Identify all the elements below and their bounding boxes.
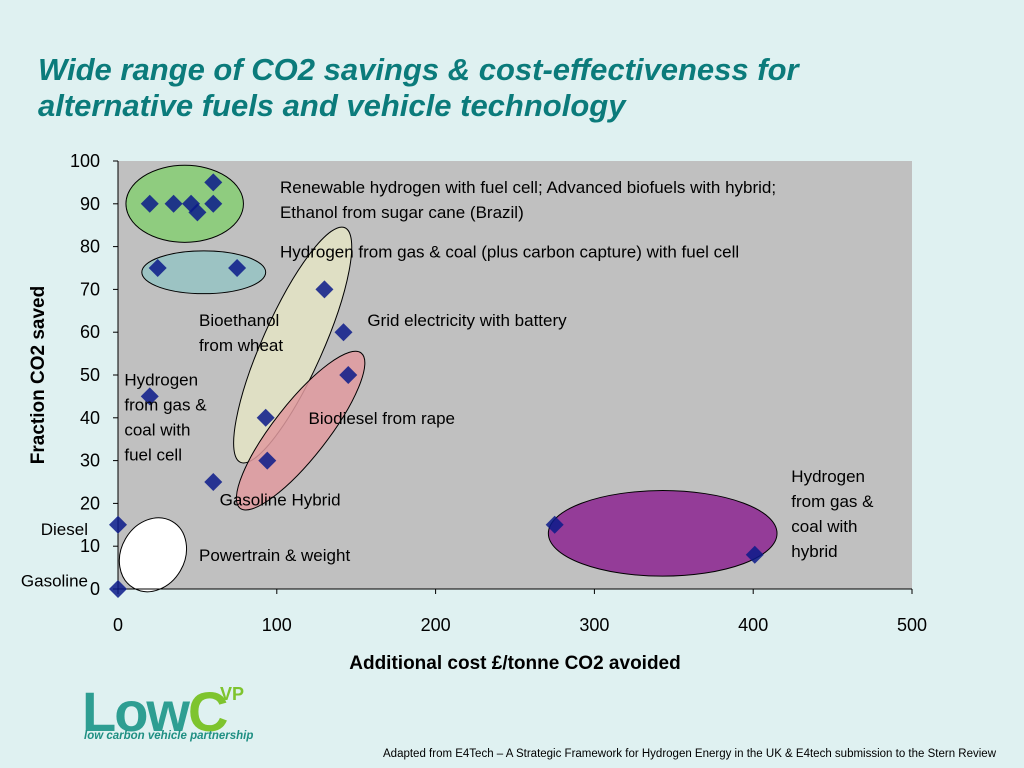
- side-label-diesel: Diesel: [41, 520, 88, 539]
- annotation-9-line-2: from gas &: [791, 492, 874, 511]
- annotation-5-line-4: fuel cell: [124, 446, 182, 465]
- x-tick-label-400: 400: [738, 615, 768, 635]
- logo-wordmark: LowC: [82, 680, 228, 743]
- group-ellipse-4: [235, 350, 366, 511]
- y-tick-label-50: 50: [80, 365, 100, 385]
- y-tick-label-100: 100: [70, 151, 100, 171]
- annotation-4-line-2: from wheat: [199, 336, 283, 355]
- logo-tagline: low carbon vehicle partnership: [84, 730, 254, 742]
- y-tick-label-10: 10: [80, 536, 100, 556]
- annotation-9-line-1: Hydrogen: [791, 467, 865, 486]
- data-point-8: [188, 203, 207, 222]
- annotation-6-line-1: Biodiesel from rape: [309, 409, 455, 428]
- annotation-9-line-3: coal with: [791, 517, 857, 536]
- y-tick-label-20: 20: [80, 493, 100, 513]
- y-tick-label-80: 80: [80, 237, 100, 257]
- data-point-10: [204, 173, 223, 192]
- data-point-17: [258, 451, 277, 470]
- title-line-2: alternative fuels and vehicle technology: [38, 88, 626, 123]
- side-label-gasoline: Gasoline: [21, 571, 88, 590]
- slide-title: Wide range of CO2 savings & cost-effecti…: [38, 52, 998, 124]
- x-tick-label-300: 300: [579, 615, 609, 635]
- annotation-2-line-1: Hydrogen from gas & coal (plus carbon ca…: [280, 242, 739, 261]
- data-point-1: [109, 580, 127, 598]
- data-point-5: [140, 194, 159, 213]
- y-tick-label-40: 40: [80, 408, 100, 428]
- annotation-1-line-2: Ethanol from sugar cane (Brazil): [280, 203, 524, 222]
- annotation-1-line-1: Renewable hydrogen with fuel cell; Advan…: [280, 178, 776, 197]
- x-tick-label-100: 100: [262, 615, 292, 635]
- data-point-3: [140, 387, 159, 406]
- annotation-5-line-1: Hydrogen: [124, 371, 198, 390]
- x-tick-label-500: 500: [897, 615, 927, 635]
- x-axis-title: Additional cost £/tonne CO2 avoided: [349, 653, 680, 674]
- y-tick-label-60: 60: [80, 322, 100, 342]
- data-point-14: [334, 323, 353, 342]
- lowcvp-logo: LowC VP low carbon vehicle partnership: [82, 682, 292, 746]
- data-point-12: [228, 259, 247, 277]
- annotation-7-line-1: Gasoline Hybrid: [220, 491, 341, 510]
- x-tick-label-200: 200: [421, 615, 451, 635]
- data-point-19: [745, 545, 764, 564]
- x-tick-label-0: 0: [113, 615, 123, 635]
- data-point-4: [204, 473, 223, 491]
- annotation-9-line-4: hybrid: [791, 542, 837, 561]
- annotation-4-line-1: Bioethanol: [199, 311, 279, 330]
- group-ellipse-6: [118, 517, 188, 593]
- data-point-15: [339, 366, 358, 384]
- y-tick-label-70: 70: [80, 279, 100, 299]
- data-point-2: [109, 515, 127, 534]
- y-tick-label-0: 0: [90, 579, 100, 599]
- y-tick-label-30: 30: [80, 451, 100, 471]
- title-line-1: Wide range of CO2 savings & cost-effecti…: [38, 52, 799, 87]
- annotation-5-line-2: from gas &: [124, 396, 207, 415]
- source-note: Adapted from E4Tech – A Strategic Framew…: [383, 748, 996, 760]
- annotation-5-line-3: coal with: [124, 421, 190, 440]
- logo-superscript: VP: [220, 684, 245, 704]
- data-point-16: [256, 408, 275, 427]
- annotation-8-line-1: Powertrain & weight: [199, 546, 350, 565]
- y-tick-label-90: 90: [80, 194, 100, 214]
- group-ellipse-5: [547, 490, 778, 577]
- data-point-11: [148, 259, 167, 277]
- data-point-18: [545, 515, 564, 534]
- annotation-3-line-1: Grid electricity with battery: [367, 311, 567, 330]
- data-point-13: [315, 280, 334, 299]
- y-axis-title: Fraction CO2 saved: [28, 286, 49, 464]
- data-point-9: [204, 194, 223, 213]
- data-point-6: [164, 194, 183, 213]
- scatter-chart: 0 10 20 30 40 50 60 70 80 90 100 0 100 200 300 400 500 Ad…: [21, 151, 927, 674]
